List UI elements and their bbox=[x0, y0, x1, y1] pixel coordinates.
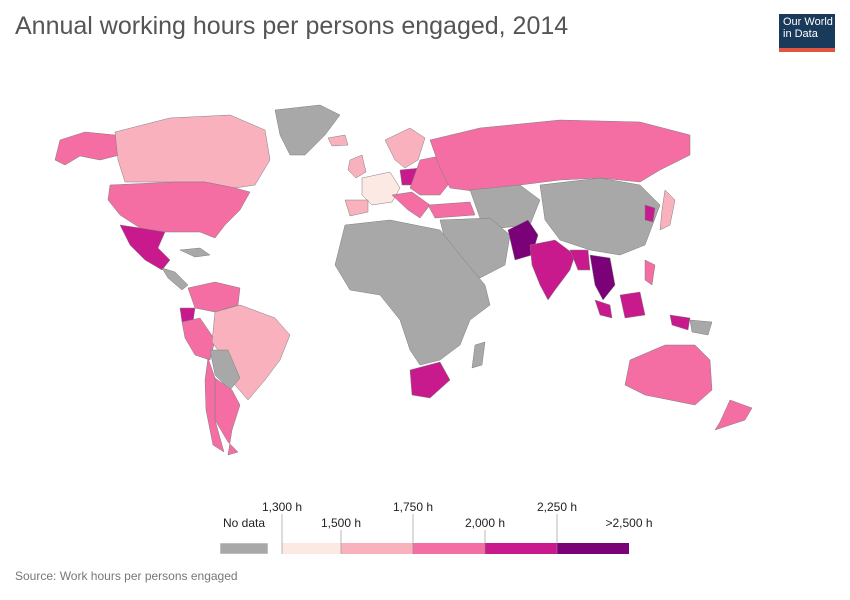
country-indonesia[interactable] bbox=[619, 291, 646, 319]
country-africa[interactable] bbox=[334, 219, 491, 366]
country-philippines[interactable] bbox=[644, 259, 656, 286]
country-canada[interactable] bbox=[114, 114, 271, 189]
country-timor[interactable] bbox=[669, 314, 691, 331]
country-usa[interactable] bbox=[107, 181, 251, 239]
world-map[interactable] bbox=[0, 60, 850, 480]
country-south-africa[interactable] bbox=[409, 361, 451, 399]
legend-no-data-swatch bbox=[219, 542, 269, 555]
country-scandinavia[interactable] bbox=[384, 127, 426, 169]
source-note[interactable]: Source: Work hours per persons engaged bbox=[15, 569, 238, 583]
country-madagascar[interactable] bbox=[471, 341, 486, 369]
country-central-america[interactable] bbox=[161, 267, 189, 291]
country-korea[interactable] bbox=[644, 204, 656, 223]
legend-label-1300: 1,300 h bbox=[262, 500, 302, 514]
country-alaska[interactable] bbox=[54, 131, 121, 166]
legend-label-1500: 1,500 h bbox=[321, 516, 361, 530]
country-china-mongolia[interactable] bbox=[539, 177, 661, 256]
logo-line-1: Our World bbox=[783, 16, 833, 28]
legend-label-2000: 2,000 h bbox=[465, 516, 505, 530]
country-png[interactable] bbox=[689, 319, 713, 336]
legend-label-1750: 1,750 h bbox=[393, 500, 433, 514]
country-western-europe[interactable] bbox=[361, 171, 401, 206]
owid-logo[interactable]: Our World in Data bbox=[779, 14, 835, 52]
country-bolivia-paraguay[interactable] bbox=[209, 349, 241, 391]
legend-bin-5 bbox=[557, 543, 629, 554]
country-iceland[interactable] bbox=[327, 134, 349, 147]
country-mexico[interactable] bbox=[119, 224, 171, 271]
legend-bin-2 bbox=[341, 543, 413, 554]
country-greenland[interactable] bbox=[274, 104, 341, 156]
legend-no-data-label: No data bbox=[223, 516, 265, 530]
country-uk-ireland[interactable] bbox=[347, 154, 367, 179]
legend-label-2250: 2,250 h bbox=[537, 500, 577, 514]
legend-bin-1 bbox=[282, 543, 341, 554]
country-thailand-cambodia[interactable] bbox=[589, 254, 616, 301]
chart-title: Annual working hours per persons engaged… bbox=[15, 12, 569, 40]
country-new-zealand[interactable] bbox=[714, 399, 753, 431]
country-malaysia[interactable] bbox=[594, 299, 613, 319]
logo-line-2: in Data bbox=[783, 28, 818, 40]
country-turkey[interactable] bbox=[427, 201, 476, 219]
country-argentina[interactable] bbox=[214, 377, 241, 456]
country-australia[interactable] bbox=[624, 344, 713, 406]
country-cuba[interactable] bbox=[179, 247, 211, 258]
country-russia[interactable] bbox=[429, 119, 691, 193]
country-bangladesh-myanmar[interactable] bbox=[569, 249, 591, 271]
country-japan[interactable] bbox=[659, 189, 676, 231]
legend-label-2500: >2,500 h bbox=[605, 516, 652, 530]
country-iberia[interactable] bbox=[344, 199, 369, 217]
legend-bin-4 bbox=[485, 543, 557, 554]
country-italy-balkans[interactable] bbox=[391, 191, 431, 219]
country-india[interactable] bbox=[529, 239, 576, 301]
legend-bin-3 bbox=[413, 543, 485, 554]
country-chile[interactable] bbox=[204, 357, 225, 453]
country-peru[interactable] bbox=[181, 317, 216, 361]
